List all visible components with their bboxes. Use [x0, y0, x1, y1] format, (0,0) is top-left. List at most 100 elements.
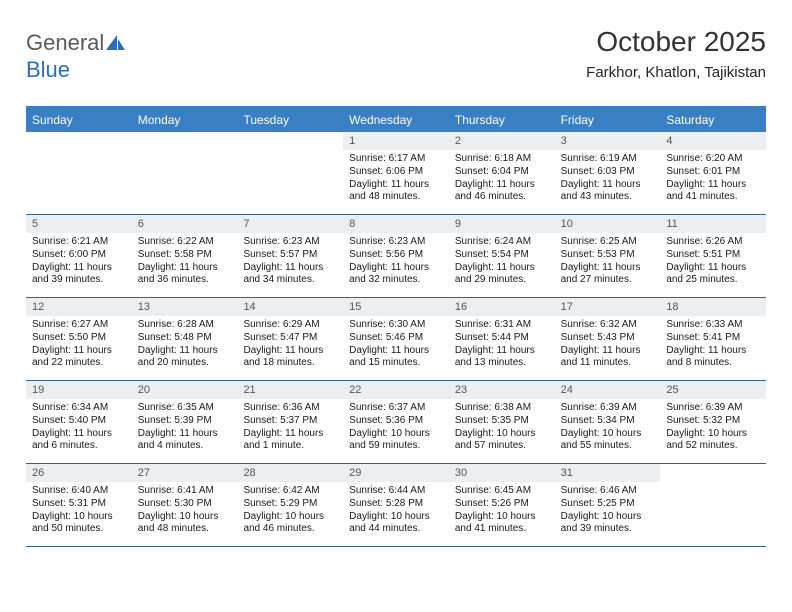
calendar-day-cell: 25Sunrise: 6:39 AMSunset: 5:32 PMDayligh… [660, 381, 766, 463]
sunrise-text: Sunrise: 6:36 AM [243, 402, 337, 415]
day-number: 19 [26, 381, 132, 399]
day-number: 30 [449, 464, 555, 482]
day-number: 15 [343, 298, 449, 316]
day-number: 2 [449, 132, 555, 150]
sunset-text: Sunset: 5:50 PM [32, 332, 126, 345]
calendar-week-row: 26Sunrise: 6:40 AMSunset: 5:31 PMDayligh… [26, 464, 766, 547]
day-number: 13 [132, 298, 238, 316]
day-details: Sunrise: 6:27 AMSunset: 5:50 PMDaylight:… [26, 316, 132, 374]
sunrise-text: Sunrise: 6:37 AM [349, 402, 443, 415]
logo-text-part1: General [26, 30, 104, 55]
calendar-day-cell: 2Sunrise: 6:18 AMSunset: 6:04 PMDaylight… [449, 132, 555, 214]
day-details: Sunrise: 6:38 AMSunset: 5:35 PMDaylight:… [449, 399, 555, 457]
day-number: 1 [343, 132, 449, 150]
sunset-text: Sunset: 5:30 PM [138, 498, 232, 511]
day-details: Sunrise: 6:30 AMSunset: 5:46 PMDaylight:… [343, 316, 449, 374]
calendar-week-row: 19Sunrise: 6:34 AMSunset: 5:40 PMDayligh… [26, 381, 766, 464]
day-details: Sunrise: 6:40 AMSunset: 5:31 PMDaylight:… [26, 482, 132, 540]
sunset-text: Sunset: 5:43 PM [561, 332, 655, 345]
daylight-text: Daylight: 10 hours and 41 minutes. [455, 511, 549, 537]
sunset-text: Sunset: 5:29 PM [243, 498, 337, 511]
day-headers-row: Sunday Monday Tuesday Wednesday Thursday… [26, 108, 766, 132]
location-subtitle: Farkhor, Khatlon, Tajikistan [586, 64, 766, 81]
daylight-text: Daylight: 11 hours and 46 minutes. [455, 179, 549, 205]
sunrise-text: Sunrise: 6:38 AM [455, 402, 549, 415]
day-header: Wednesday [343, 108, 449, 132]
calendar-day-cell: 27Sunrise: 6:41 AMSunset: 5:30 PMDayligh… [132, 464, 238, 546]
day-header: Thursday [449, 108, 555, 132]
calendar-day-cell: 14Sunrise: 6:29 AMSunset: 5:47 PMDayligh… [237, 298, 343, 380]
calendar-day-cell: 8Sunrise: 6:23 AMSunset: 5:56 PMDaylight… [343, 215, 449, 297]
day-number: 22 [343, 381, 449, 399]
sunrise-text: Sunrise: 6:35 AM [138, 402, 232, 415]
day-number: 12 [26, 298, 132, 316]
sunset-text: Sunset: 5:28 PM [349, 498, 443, 511]
sunrise-text: Sunrise: 6:46 AM [561, 485, 655, 498]
sunrise-text: Sunrise: 6:23 AM [243, 236, 337, 249]
calendar-week-row: 1Sunrise: 6:17 AMSunset: 6:06 PMDaylight… [26, 132, 766, 215]
day-details: Sunrise: 6:32 AMSunset: 5:43 PMDaylight:… [555, 316, 661, 374]
calendar-day-cell: 29Sunrise: 6:44 AMSunset: 5:28 PMDayligh… [343, 464, 449, 546]
calendar-day-cell: 28 Sunrise: 6:42 AMSunset: 5:29 PMDayligh… [237, 464, 343, 546]
calendar-day-cell: 30Sunrise: 6:45 AMSunset: 5:26 PMDayligh… [449, 464, 555, 546]
daylight-text: Daylight: 11 hours and 18 minutes. [243, 345, 337, 371]
day-details: Sunrise: 6:34 AMSunset: 5:40 PMDaylight:… [26, 399, 132, 457]
day-header: Saturday [660, 108, 766, 132]
day-number: 20 [132, 381, 238, 399]
sunrise-text: Sunrise: 6:19 AM [561, 153, 655, 166]
day-number: 3 [555, 132, 661, 150]
calendar-week-row: 5Sunrise: 6:21 AMSunset: 6:00 PMDaylight… [26, 215, 766, 298]
sunset-text: Sunset: 5:26 PM [455, 498, 549, 511]
page-header: October 2025 Farkhor, Khatlon, Tajikista… [586, 26, 766, 81]
day-number: 29 [343, 464, 449, 482]
sunset-text: Sunset: 5:41 PM [666, 332, 760, 345]
daylight-text: Daylight: 11 hours and 32 minutes. [349, 262, 443, 288]
day-number: 16 [449, 298, 555, 316]
calendar-day-cell [237, 132, 343, 214]
sunset-text: Sunset: 5:57 PM [243, 249, 337, 262]
sunrise-text: Sunrise: 6:42 AM [243, 485, 337, 498]
day-number: 21 [237, 381, 343, 399]
daylight-text: Daylight: 10 hours and 48 minutes. [138, 511, 232, 537]
daylight-text: Daylight: 10 hours and 46 minutes. [243, 511, 337, 537]
day-number: 28 [237, 464, 343, 482]
calendar-day-cell: 11Sunrise: 6:26 AMSunset: 5:51 PMDayligh… [660, 215, 766, 297]
day-details: Sunrise: 6:22 AMSunset: 5:58 PMDaylight:… [132, 233, 238, 291]
calendar-day-cell [26, 132, 132, 214]
day-details: Sunrise: 6:21 AMSunset: 6:00 PMDaylight:… [26, 233, 132, 291]
daylight-text: Daylight: 10 hours and 44 minutes. [349, 511, 443, 537]
daylight-text: Daylight: 10 hours and 39 minutes. [561, 511, 655, 537]
daylight-text: Daylight: 11 hours and 34 minutes. [243, 262, 337, 288]
calendar-day-cell [132, 132, 238, 214]
day-details: Sunrise: 6:39 AMSunset: 5:32 PMDaylight:… [660, 399, 766, 457]
daylight-text: Daylight: 10 hours and 52 minutes. [666, 428, 760, 454]
sunset-text: Sunset: 5:34 PM [561, 415, 655, 428]
calendar-day-cell: 15Sunrise: 6:30 AMSunset: 5:46 PMDayligh… [343, 298, 449, 380]
daylight-text: Daylight: 11 hours and 43 minutes. [561, 179, 655, 205]
day-number: 4 [660, 132, 766, 150]
daylight-text: Daylight: 11 hours and 29 minutes. [455, 262, 549, 288]
day-number: 18 [660, 298, 766, 316]
sunrise-text: Sunrise: 6:40 AM [32, 485, 126, 498]
month-title: October 2025 [586, 26, 766, 58]
sunrise-text: Sunrise: 6:33 AM [666, 319, 760, 332]
day-details: Sunrise: 6:36 AMSunset: 5:37 PMDaylight:… [237, 399, 343, 457]
day-header: Monday [132, 108, 238, 132]
day-number: 8 [343, 215, 449, 233]
calendar-day-cell: 9Sunrise: 6:24 AMSunset: 5:54 PMDaylight… [449, 215, 555, 297]
daylight-text: Daylight: 11 hours and 36 minutes. [138, 262, 232, 288]
daylight-text: Daylight: 10 hours and 59 minutes. [349, 428, 443, 454]
day-details: Sunrise: 6:24 AMSunset: 5:54 PMDaylight:… [449, 233, 555, 291]
sunrise-text: Sunrise: 6:24 AM [455, 236, 549, 249]
sunrise-text: Sunrise: 6:39 AM [666, 402, 760, 415]
day-details: Sunrise: 6:39 AMSunset: 5:34 PMDaylight:… [555, 399, 661, 457]
day-details: Sunrise: 6:26 AMSunset: 5:51 PMDaylight:… [660, 233, 766, 291]
day-details: Sunrise: 6:46 AMSunset: 5:25 PMDaylight:… [555, 482, 661, 540]
day-details: Sunrise: 6:20 AMSunset: 6:01 PMDaylight:… [660, 150, 766, 208]
calendar-week-row: 12Sunrise: 6:27 AMSunset: 5:50 PMDayligh… [26, 298, 766, 381]
sunset-text: Sunset: 5:40 PM [32, 415, 126, 428]
day-number: 11 [660, 215, 766, 233]
day-number: 24 [555, 381, 661, 399]
calendar-day-cell: 24Sunrise: 6:39 AMSunset: 5:34 PMDayligh… [555, 381, 661, 463]
calendar-day-cell: 23Sunrise: 6:38 AMSunset: 5:35 PMDayligh… [449, 381, 555, 463]
